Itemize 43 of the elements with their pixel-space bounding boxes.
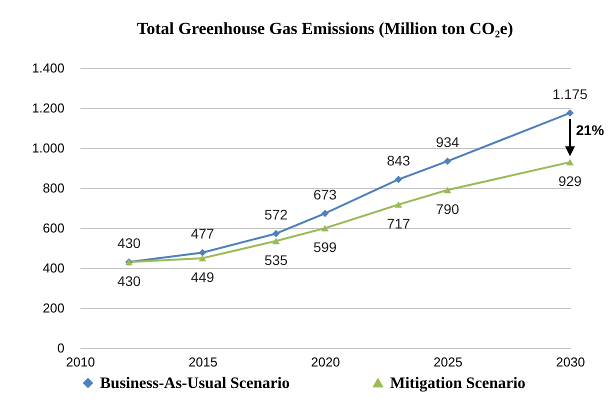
- data-label: 790: [436, 201, 460, 217]
- point: [394, 176, 402, 184]
- x-tick-label: 2015: [188, 354, 218, 370]
- chart-title: Total Greenhouse Gas Emissions (Million ton CO₂e): [136, 19, 514, 38]
- point: [566, 158, 574, 166]
- data-label: 430: [117, 235, 141, 251]
- y-tick-label: 800: [42, 180, 64, 196]
- point: [444, 157, 452, 165]
- data-label: 477: [190, 226, 214, 242]
- point: [272, 238, 280, 244]
- point: [321, 224, 329, 232]
- point: [272, 230, 280, 238]
- point: [394, 201, 402, 208]
- y-tick-label: 1.400: [32, 60, 64, 76]
- point: [198, 254, 206, 262]
- legend-label: Mitigation Scenario: [390, 375, 526, 392]
- data-label: 717: [386, 216, 410, 232]
- y-tick-label: 1.000: [32, 140, 64, 156]
- x-tick-label: 2020: [311, 354, 340, 370]
- text: 21%: [576, 122, 605, 138]
- x-tick-label: 2030: [556, 354, 585, 370]
- x-tick-label: 2025: [434, 354, 462, 370]
- y-tick-label: 600: [42, 220, 64, 236]
- data-label: 934: [436, 134, 460, 150]
- data-label: 1.175: [552, 86, 588, 102]
- legend-label: Business-As-Usual Scenario: [100, 375, 290, 392]
- y-tick-label: 400: [42, 260, 64, 276]
- data-label: 449: [190, 269, 214, 286]
- y-tick-label: 0: [57, 340, 64, 356]
- point: [444, 186, 452, 194]
- data-label: 929: [558, 173, 582, 190]
- point: [198, 248, 206, 256]
- data-label: 535: [264, 252, 288, 268]
- point: [321, 210, 329, 218]
- y-tick-label: 1.200: [32, 100, 64, 116]
- data-label: 572: [264, 206, 288, 223]
- data-label: 843: [386, 152, 410, 168]
- data-label: 673: [313, 186, 337, 202]
- point: [566, 109, 574, 117]
- data-label: 599: [313, 239, 337, 256]
- x-tick-label: 2010: [66, 354, 95, 370]
- data-label: 430: [117, 273, 141, 289]
- y-tick-label: 200: [42, 300, 64, 316]
